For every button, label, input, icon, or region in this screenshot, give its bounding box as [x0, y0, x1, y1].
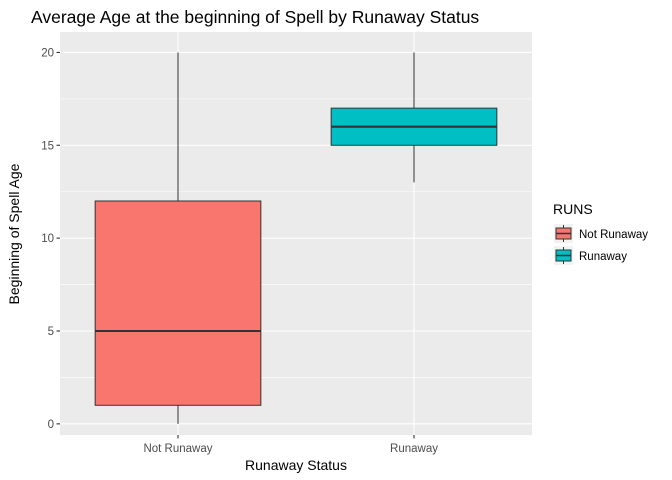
y-tick-label: 20: [41, 47, 54, 59]
x-tick-label: Runaway: [390, 443, 438, 455]
legend-item-runaway: Runaway: [554, 246, 627, 265]
x-tick-label: Not Runaway: [143, 443, 212, 455]
y-axis-title: Beginning of Spell Age: [6, 163, 22, 304]
box-rect: [94, 200, 262, 406]
x-axis: Not Runaway Runaway: [143, 435, 438, 455]
x-axis-title: Runaway Status: [245, 457, 347, 473]
y-tick-label: 0: [48, 419, 54, 431]
box-runaway: [330, 52, 498, 183]
y-tick-label: 15: [41, 140, 54, 152]
legend-item-not-runaway: Not Runaway: [554, 224, 648, 243]
box-not-runaway: [94, 52, 262, 424]
chart-title: Average Age at the beginning of Spell by…: [31, 7, 479, 27]
legend-label: Not Runaway: [579, 229, 648, 241]
box-series: [94, 52, 498, 424]
legend-title: RUNS: [553, 201, 593, 217]
legend: RUNS Not Runaway Runaway: [553, 201, 648, 265]
legend-label: Runaway: [579, 251, 627, 263]
y-tick-label: 5: [48, 326, 54, 338]
y-tick-label: 10: [41, 233, 54, 245]
y-axis: 0 5 10 15 20: [41, 47, 60, 431]
